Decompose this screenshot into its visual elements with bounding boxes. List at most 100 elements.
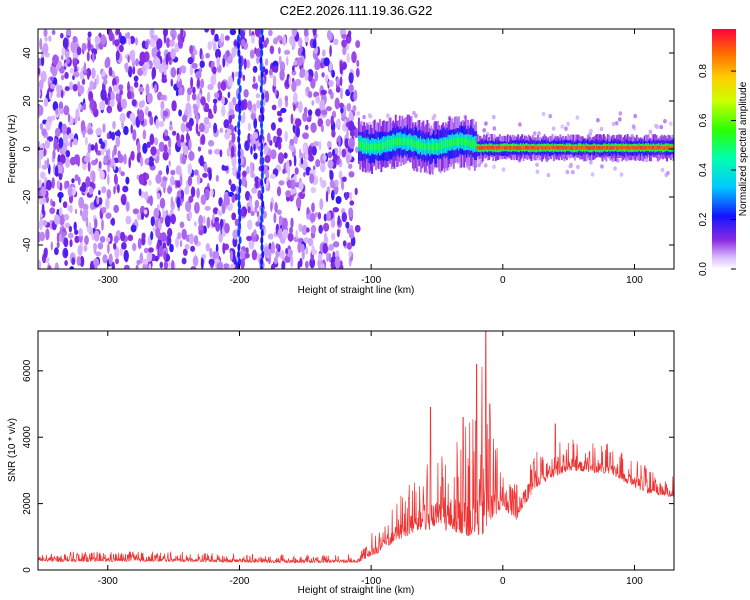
- heatmap-cell: [64, 86, 70, 92]
- heatmap-cell: [450, 139, 452, 147]
- heatmap-cell: [81, 181, 87, 193]
- heatmap-cell: [323, 222, 330, 232]
- heatmap-cell: [246, 235, 252, 241]
- heatmap-cell: [58, 137, 64, 149]
- heatmap-cell: [517, 146, 520, 150]
- heatmap-cell: [394, 137, 397, 145]
- heatmap-cell: [284, 49, 291, 55]
- tick-label: 0: [500, 275, 506, 286]
- heatmap-cell: [170, 196, 174, 207]
- heatmap-cell: [207, 83, 214, 91]
- tick-label: -100: [361, 576, 381, 587]
- heatmap-cell: [55, 108, 59, 115]
- heatmap-cell: [260, 121, 263, 129]
- heatmap-cell: [73, 57, 78, 65]
- heatmap-cell: [552, 145, 555, 150]
- heatmap-cell: [422, 143, 425, 151]
- heatmap-cell: [206, 91, 211, 103]
- heatmap-cell: [469, 139, 472, 147]
- heatmap-cell: [260, 171, 264, 180]
- heatmap-cell: [318, 224, 324, 234]
- heatmap-cell: [91, 67, 96, 80]
- heatmap-cell: [648, 129, 653, 134]
- heatmap-cell: [93, 230, 100, 242]
- heatmap-cell: [645, 145, 647, 150]
- heatmap-cell: [301, 224, 308, 236]
- heatmap-cell: [287, 232, 294, 242]
- tick-label: 2000: [22, 492, 33, 515]
- heatmap-cell: [130, 150, 135, 161]
- heatmap-cell: [83, 244, 88, 252]
- heatmap-cell: [63, 105, 70, 116]
- heatmap-cell: [240, 30, 245, 39]
- heatmap-cell: [87, 161, 91, 172]
- heatmap-cell: [57, 154, 61, 165]
- heatmap-cell: [554, 146, 557, 150]
- heatmap-cell: [563, 145, 566, 150]
- heatmap-cell: [119, 112, 126, 123]
- heatmap-cell: [264, 58, 269, 66]
- heatmap-cell: [110, 99, 115, 107]
- heatmap-cell: [600, 146, 603, 150]
- heatmap-cell: [112, 149, 115, 160]
- heatmap-cell: [198, 214, 204, 227]
- snr-frame: [37, 330, 675, 571]
- heatmap-cell: [504, 146, 506, 150]
- heatmap-cell: [237, 149, 241, 158]
- heatmap-cell: [309, 257, 316, 269]
- heatmap-cell: [49, 207, 56, 215]
- heatmap-cell: [318, 253, 323, 262]
- heatmap-cell: [144, 191, 149, 201]
- heatmap-cell: [539, 145, 542, 150]
- heatmap-cell: [60, 74, 65, 81]
- heatmap-cell: [400, 137, 402, 146]
- heatmap-cell: [255, 93, 261, 99]
- heatmap-cell: [65, 29, 72, 36]
- heatmap-cell: [149, 195, 153, 207]
- heatmap-cell: [148, 179, 152, 186]
- heatmap-cell: [249, 134, 253, 142]
- heatmap-cell: [260, 149, 263, 158]
- heatmap-cell: [50, 83, 56, 89]
- heatmap-cell: [290, 143, 295, 153]
- heatmap-cell: [160, 100, 165, 111]
- heatmap-cell: [230, 183, 237, 192]
- heatmap-cell: [464, 138, 467, 146]
- heatmap-cell: [276, 127, 282, 137]
- heatmap-cell: [197, 131, 201, 137]
- heatmap-cell: [303, 237, 310, 244]
- heatmap-cell: [128, 157, 131, 169]
- heatmap-cell: [253, 152, 258, 160]
- heatmap-cell: [298, 223, 303, 232]
- heatmap-cell: [228, 115, 232, 125]
- heatmap-cell: [124, 264, 130, 269]
- heatmap-cell: [280, 107, 287, 114]
- heatmap-cell: [342, 176, 347, 182]
- heatmap-cell: [212, 66, 217, 75]
- heatmap-cell: [73, 154, 80, 165]
- heatmap-cell: [100, 148, 105, 156]
- heatmap-cell: [435, 143, 438, 151]
- heatmap-cell: [509, 146, 512, 150]
- heatmap-cell: [238, 70, 242, 79]
- heatmap-cell: [646, 146, 649, 150]
- heatmap-cell: [260, 214, 264, 223]
- heatmap-cell: [285, 190, 291, 198]
- heatmap-cell: [492, 126, 497, 131]
- heatmap-cell: [253, 117, 258, 130]
- heatmap-cell: [352, 105, 357, 112]
- heatmap-cell: [455, 137, 458, 145]
- heatmap-cell: [86, 51, 90, 62]
- heatmap-cell: [94, 263, 98, 269]
- tick-label: 100: [626, 275, 643, 286]
- heatmap-cell: [360, 141, 363, 149]
- heatmap-cell: [501, 146, 504, 150]
- heatmap-cell: [138, 109, 145, 122]
- heatmap-cell: [89, 98, 95, 109]
- heatmap-cell: [298, 148, 302, 159]
- heatmap-cell: [180, 29, 184, 38]
- heatmap-cell: [350, 130, 355, 137]
- heatmap-cell: [214, 92, 220, 99]
- heatmap-cell: [73, 71, 80, 78]
- heatmap-cell: [671, 146, 674, 150]
